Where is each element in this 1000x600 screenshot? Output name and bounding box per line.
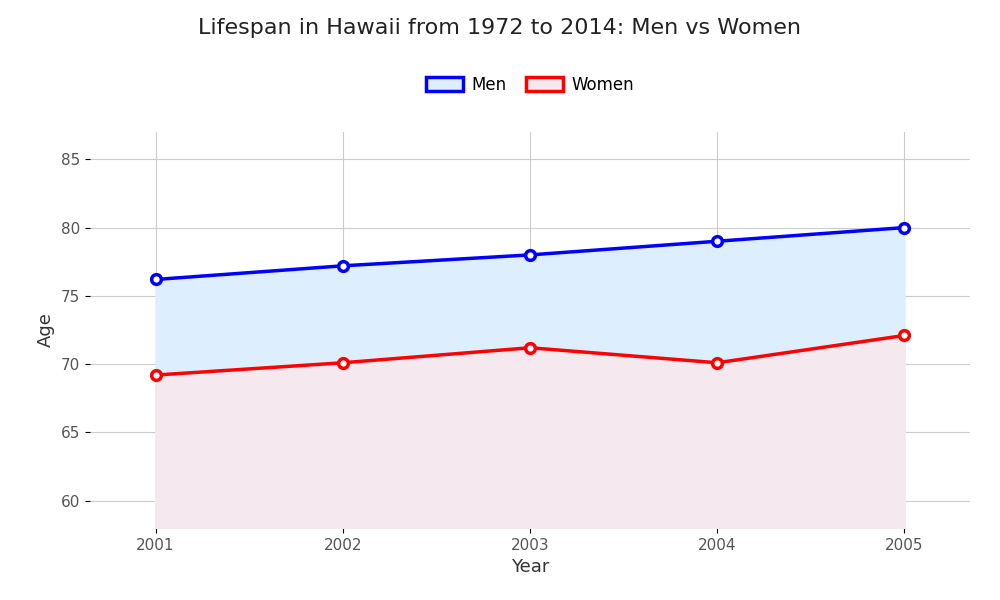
X-axis label: Year: Year xyxy=(511,558,549,576)
Legend: Men, Women: Men, Women xyxy=(419,69,641,100)
Text: Lifespan in Hawaii from 1972 to 2014: Men vs Women: Lifespan in Hawaii from 1972 to 2014: Me… xyxy=(198,18,802,38)
Y-axis label: Age: Age xyxy=(37,313,55,347)
